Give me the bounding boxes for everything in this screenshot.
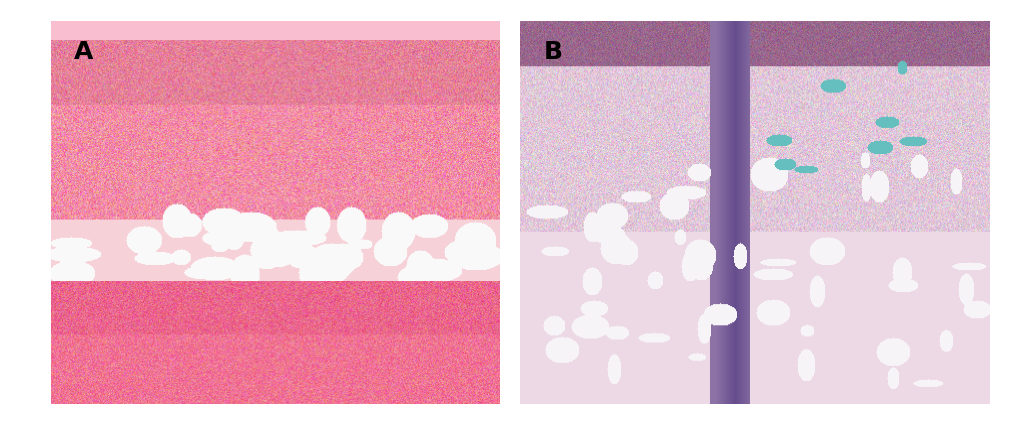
Text: A: A <box>73 40 93 64</box>
Text: B: B <box>543 40 562 64</box>
